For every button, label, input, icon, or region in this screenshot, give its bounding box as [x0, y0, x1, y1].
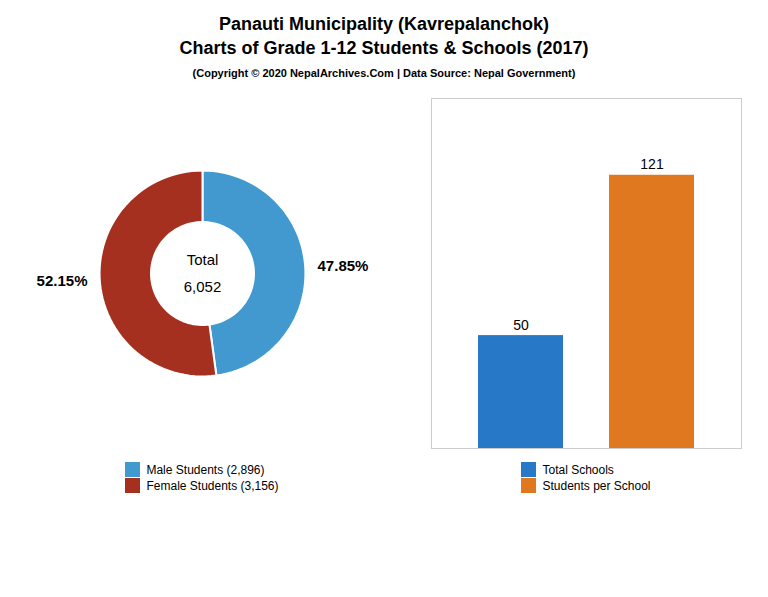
html-text:Male Students (2,896): Male Students (2,896) — [146, 462, 265, 477]
svg-text:Total: Total — [187, 251, 219, 268]
svg-text:121: 121 — [640, 156, 664, 172]
html-text:(Copyright © 2020 NepalArchive: (Copyright © 2020 NepalArchives.Com | Da… — [192, 67, 576, 79]
html-text:Total Schools: Total Schools — [542, 462, 614, 477]
html-text:Charts of Grade 1-12 Students: Charts of Grade 1-12 Students & Schools … — [179, 38, 589, 58]
svg-text:6,052: 6,052 — [184, 278, 222, 295]
html-text:Female Students (3,156): Female Students (3,156) — [146, 478, 279, 493]
html-text:Students per School: Students per School — [542, 478, 651, 493]
svg-text:50: 50 — [513, 317, 529, 333]
html-text:Panauti Municipality (Kavrepal: Panauti Municipality (Kavrepalanchok) — [219, 14, 549, 34]
svg-text:47.85%: 47.85% — [318, 257, 369, 274]
svg-text:52.15%: 52.15% — [37, 272, 88, 289]
